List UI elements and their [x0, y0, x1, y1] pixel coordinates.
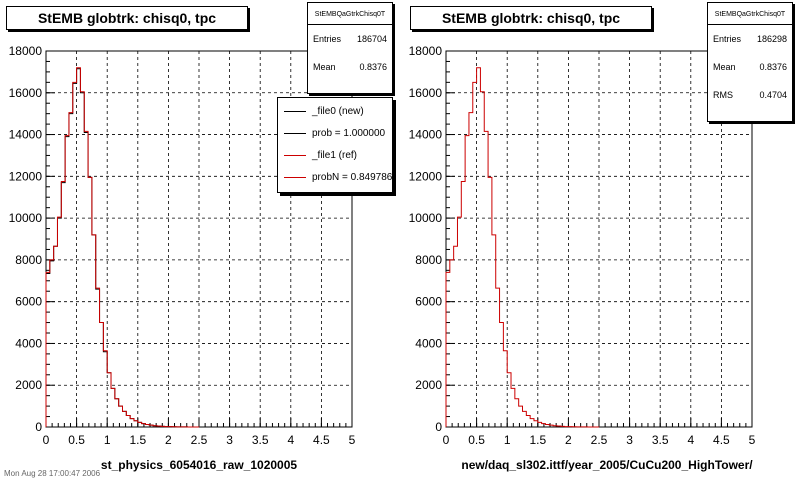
x-tick-label: 2	[565, 433, 572, 447]
left-stats-box: StEMBQaGtrkChisq0T Entries 186704 Mean 0…	[307, 2, 393, 94]
y-tick-label: 14000	[409, 128, 443, 142]
right-stats-label: Mean	[713, 62, 736, 72]
left-stats-name: StEMBQaGtrkChisq0T	[308, 3, 392, 25]
x-tick-label: 2	[165, 433, 172, 447]
x-tick-label: 4	[687, 433, 694, 447]
legend-swatch	[284, 132, 306, 134]
right-plot-title: StEMB globtrk: chisq0, tpc	[410, 6, 652, 30]
right-stats-label: Entries	[713, 34, 742, 44]
legend: _file0 (new) prob = 1.000000 _file1 (ref…	[277, 97, 393, 193]
right-stats-name: StEMBQaGtrkChisq0T	[708, 3, 792, 25]
right-stats-value: 186298	[756, 34, 787, 44]
legend-item: _file1 (ref)	[278, 144, 392, 166]
legend-label: _file0 (new)	[312, 105, 364, 117]
legend-swatch	[284, 176, 306, 178]
x-tick-label: 5	[349, 433, 356, 447]
y-tick-label: 18000	[9, 44, 43, 58]
legend-item: _file0 (new)	[278, 100, 392, 122]
legend-label: probN = 0.849786	[312, 171, 393, 183]
x-axis-label: new/daq_sl302.ittf/year_2005/CuCu200_Hig…	[461, 458, 753, 472]
legend-swatch	[284, 110, 306, 112]
y-tick-label: 0	[35, 420, 42, 434]
x-axis-label: st_physics_6054016_raw_1020005	[101, 458, 297, 472]
left-stats-row-mean: Mean 0.8376	[308, 53, 392, 81]
left-stats-label: Mean	[313, 62, 336, 72]
x-tick-label: 2.5	[191, 433, 208, 447]
histogram-series	[445, 67, 600, 428]
y-tick-label: 12000	[409, 169, 443, 183]
y-tick-label: 4000	[15, 336, 42, 350]
y-tick-label: 12000	[9, 169, 43, 183]
x-tick-label: 1	[104, 433, 111, 447]
x-tick-label: 3.5	[252, 433, 269, 447]
x-tick-label: 3	[626, 433, 633, 447]
right-stats-row-rms: RMS 0.4704	[708, 81, 792, 109]
x-tick-label: 4	[287, 433, 294, 447]
right-stats-row-entries: Entries 186298	[708, 25, 792, 53]
y-tick-label: 2000	[415, 378, 442, 392]
legend-item: prob = 1.000000	[278, 122, 392, 144]
x-tick-label: 5	[749, 433, 756, 447]
legend-label: _file1 (ref)	[312, 149, 358, 161]
x-tick-label: 0.5	[68, 433, 85, 447]
right-stats-label: RMS	[713, 90, 733, 100]
x-tick-label: 1	[504, 433, 511, 447]
histogram-series	[45, 67, 200, 428]
y-tick-label: 2000	[15, 378, 42, 392]
y-tick-label: 10000	[9, 211, 43, 225]
left-stats-value: 186704	[356, 34, 387, 44]
right-stats-box: StEMBQaGtrkChisq0T Entries 186298 Mean 0…	[707, 2, 793, 122]
left-plot-title: StEMB globtrk: chisq0, tpc	[6, 6, 248, 30]
left-stats-value: 0.8376	[359, 62, 387, 72]
y-tick-label: 10000	[409, 211, 443, 225]
x-tick-label: 0.5	[468, 433, 485, 447]
x-tick-label: 0	[443, 433, 450, 447]
y-tick-label: 8000	[15, 253, 42, 267]
right-stats-value: 0.4704	[759, 90, 787, 100]
y-tick-label: 0	[435, 420, 442, 434]
left-stats-row-entries: Entries 186704	[308, 25, 392, 53]
x-tick-label: 3	[226, 433, 233, 447]
y-tick-label: 16000	[409, 86, 443, 100]
y-tick-label: 16000	[9, 86, 43, 100]
left-stats-label: Entries	[313, 34, 342, 44]
x-tick-label: 4.5	[713, 433, 730, 447]
y-tick-label: 14000	[9, 128, 43, 142]
y-tick-label: 18000	[409, 44, 443, 58]
x-tick-label: 0	[43, 433, 50, 447]
legend-swatch	[284, 154, 306, 156]
x-tick-label: 3.5	[652, 433, 669, 447]
y-tick-label: 4000	[415, 336, 442, 350]
legend-item: probN = 0.849786	[278, 166, 392, 188]
x-tick-label: 1.5	[529, 433, 546, 447]
footer-timestamp: Mon Aug 28 17:00:47 2006	[4, 469, 101, 478]
right-stats-row-mean: Mean 0.8376	[708, 53, 792, 81]
x-tick-label: 1.5	[129, 433, 146, 447]
y-tick-label: 6000	[15, 295, 42, 309]
y-tick-label: 8000	[415, 253, 442, 267]
legend-label: prob = 1.000000	[312, 127, 386, 139]
y-tick-label: 6000	[415, 295, 442, 309]
x-tick-label: 4.5	[313, 433, 330, 447]
x-tick-label: 2.5	[591, 433, 608, 447]
right-stats-value: 0.8376	[759, 62, 787, 72]
